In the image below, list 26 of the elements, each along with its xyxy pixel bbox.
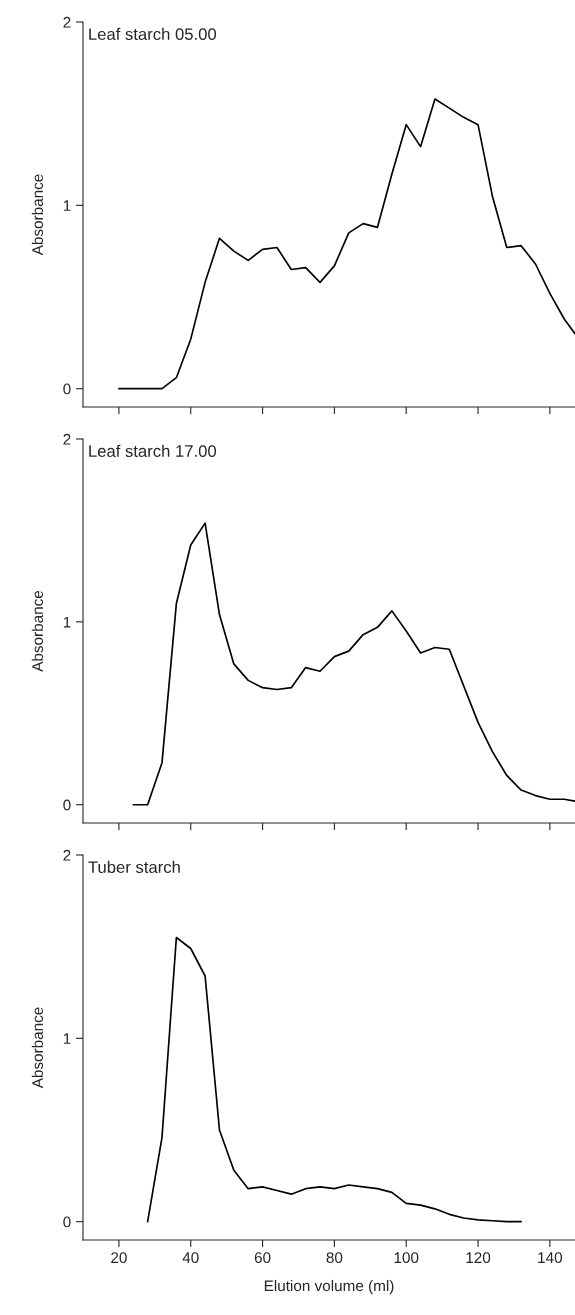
chart-title: Leaf starch 05.00 xyxy=(89,27,217,41)
chart-title: Tuber starch xyxy=(88,860,180,874)
y-tick-label: 1 xyxy=(63,1033,71,1044)
x-tick-label: 60 xyxy=(254,1252,271,1264)
chart-title: Leaf starch 17.00 xyxy=(89,444,217,457)
x-tick-label: 120 xyxy=(466,1252,491,1264)
y-tick-label: 1 xyxy=(63,200,71,211)
y-tick-label: 2 xyxy=(63,16,71,28)
x-tick-label: 20 xyxy=(111,1252,127,1264)
line-series xyxy=(146,936,522,1223)
x-tick-label: 140 xyxy=(538,1252,563,1264)
y-axis-title: Absorbance xyxy=(31,590,44,672)
y-tick-label: 0 xyxy=(63,383,71,395)
line-series xyxy=(118,98,575,390)
x-tick-label: 80 xyxy=(326,1252,343,1264)
x-tick-label: 40 xyxy=(182,1252,199,1264)
y-tick-label: 2 xyxy=(63,433,71,445)
y-tick-label: 0 xyxy=(63,799,71,811)
y-tick-label: 2 xyxy=(63,849,71,861)
y-tick-label: 1 xyxy=(63,616,71,628)
y-axis-title: Absorbance xyxy=(31,174,44,256)
y-tick-label: 0 xyxy=(63,1216,71,1228)
x-tick-label: 100 xyxy=(394,1252,419,1264)
x-axis-title: Elution volume (ml) xyxy=(264,1279,394,1295)
y-axis-title: Absorbance xyxy=(31,1007,44,1089)
line-series xyxy=(132,522,575,806)
